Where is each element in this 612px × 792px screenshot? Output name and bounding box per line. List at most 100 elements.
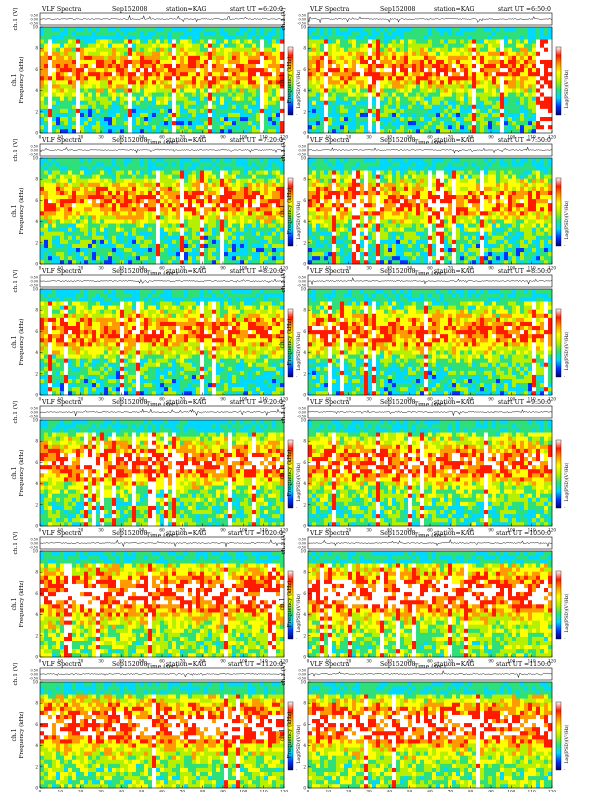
frequency-tick-label: 8: [303, 46, 306, 51]
time-tick-label: 0: [39, 659, 42, 664]
time-tick-label: 60: [427, 528, 433, 533]
time-tick-label: 50: [407, 659, 413, 664]
panel-start-time: start UT =7:20:0: [230, 137, 283, 144]
time-tick-label: 40: [119, 790, 125, 792]
frequency-axis-label: Frequency (kHz): [18, 712, 25, 759]
colorbar-tick-label: -: [296, 636, 298, 641]
frequency-tick-label: 4: [35, 481, 38, 486]
waveform-trace: [39, 672, 285, 678]
waveform-tick-label: 0.00: [30, 673, 38, 677]
colorbar: [287, 701, 294, 771]
time-tick-label: 110: [528, 397, 536, 402]
time-tick-label: 30: [366, 135, 372, 140]
time-tick-label: 110: [528, 659, 536, 664]
time-tick-label: 80: [468, 528, 474, 533]
time-tick-label: 110: [260, 659, 268, 664]
time-tick-label: 20: [78, 397, 84, 402]
frequency-tick-label: 6: [303, 67, 306, 72]
spectra-panel: VLF Spectra Sep152008 station=KAG start UT …: [279, 530, 570, 671]
time-tick-label: 120: [548, 135, 556, 140]
frequency-tick-label: 10: [33, 418, 39, 423]
time-tick-label: 30: [366, 266, 372, 271]
time-tick-label: 10: [326, 135, 332, 140]
colorbar-tick-label: -: [296, 243, 298, 248]
waveform-tick-label: -0.50: [29, 415, 38, 419]
colorbar-label: Log(PSD)(V²/Hz): [295, 69, 302, 108]
time-tick-label: 120: [280, 135, 288, 140]
spectrogram-channel-label: ch.1: [11, 336, 18, 349]
time-tick-label: 30: [366, 790, 372, 792]
waveform-tick-label: -0.50: [297, 677, 306, 681]
panel-title: VLF Spectra: [41, 399, 82, 406]
panel-title: VLF Spectra: [309, 137, 350, 144]
time-tick-label: 30: [98, 528, 104, 533]
panel-station: station=KAG: [166, 268, 207, 275]
time-tick-label: 0: [307, 659, 310, 664]
frequency-tick-label: 4: [35, 88, 38, 93]
time-tick-label: 90: [220, 659, 226, 664]
time-tick-label: 30: [98, 135, 104, 140]
time-tick-label: 0: [39, 528, 42, 533]
waveform-trace: [307, 276, 553, 286]
time-tick-label: 0: [39, 397, 42, 402]
waveform-tick-label: -0.50: [297, 284, 306, 288]
spectrogram-channel-label: ch.1: [11, 729, 18, 742]
time-tick-label: 40: [387, 528, 393, 533]
frequency-tick-label: 8: [35, 570, 38, 575]
time-tick-label: 10: [58, 528, 64, 533]
frequency-tick-label: 6: [303, 198, 306, 203]
waveform-ylabel: ch.1 (V): [280, 662, 287, 685]
waveform-tick-label: 0.00: [298, 411, 306, 415]
time-tick-label: 90: [220, 790, 226, 792]
frequency-tick-label: 4: [35, 743, 38, 748]
time-tick-label: 40: [119, 528, 125, 533]
time-tick-label: 20: [78, 659, 84, 664]
time-tick-label: 40: [119, 266, 125, 271]
frequency-tick-label: 0: [303, 655, 306, 660]
colorbar-label: Log(PSD)(V²/Hz): [563, 724, 570, 763]
time-tick-label: 70: [180, 659, 186, 664]
panel-date: Sep152008: [380, 137, 416, 144]
waveform-tick-label: 0.50: [30, 14, 38, 18]
time-tick-label: 100: [507, 659, 515, 664]
waveform-tick-label: -0.50: [297, 153, 306, 157]
frequency-tick-label: 6: [303, 329, 306, 334]
waveform-tick-label: -0.50: [297, 22, 306, 26]
frequency-tick-label: 2: [303, 502, 306, 507]
panel-date: Sep152008: [380, 268, 416, 275]
spectrogram-channel-label: ch.1: [279, 467, 286, 480]
waveform-tick-label: -0.50: [29, 546, 38, 550]
waveform-ylabel: ch.1 (V): [12, 531, 19, 554]
frequency-tick-label: 6: [303, 591, 306, 596]
waveform-tick-label: 0.00: [298, 18, 306, 22]
waveform-frame: [307, 536, 553, 550]
frequency-tick-label: 4: [35, 612, 38, 617]
panel-title: VLF Spectra: [309, 530, 350, 537]
frequency-tick-label: 10: [33, 287, 39, 292]
frequency-axis-label: Frequency (kHz): [18, 581, 25, 628]
colorbar-label: Log(PSD)(V²/Hz): [295, 724, 302, 763]
time-tick-label: 10: [326, 266, 332, 271]
frequency-tick-label: 4: [303, 88, 306, 93]
spectrogram-channel-label: ch.1: [11, 205, 18, 218]
panel-date: Sep152008: [380, 530, 416, 537]
frequency-tick-label: 2: [35, 109, 38, 114]
time-tick-label: 110: [260, 790, 268, 792]
panel-date: Sep152008: [112, 661, 148, 668]
frequency-axis-label: Frequency (kHz): [18, 319, 25, 366]
time-tick-label: 40: [119, 397, 125, 402]
time-tick-label: 70: [448, 659, 454, 664]
time-tick-label: 100: [239, 528, 247, 533]
panel-title: VLF Spectra: [41, 137, 82, 144]
frequency-tick-label: 2: [35, 633, 38, 638]
panel-title: VLF Spectra: [309, 661, 350, 668]
frequency-tick-label: 6: [35, 198, 38, 203]
time-tick-label: 80: [200, 659, 206, 664]
time-tick-label: 10: [58, 266, 64, 271]
frequency-tick-label: 0: [303, 786, 306, 791]
waveform-ylabel: ch.1 (V): [12, 7, 19, 30]
time-tick-label: 120: [280, 266, 288, 271]
colorbar-label: Log(PSD)(V²/Hz): [563, 200, 570, 239]
time-tick-label: 90: [488, 266, 494, 271]
time-tick-label: 90: [488, 528, 494, 533]
